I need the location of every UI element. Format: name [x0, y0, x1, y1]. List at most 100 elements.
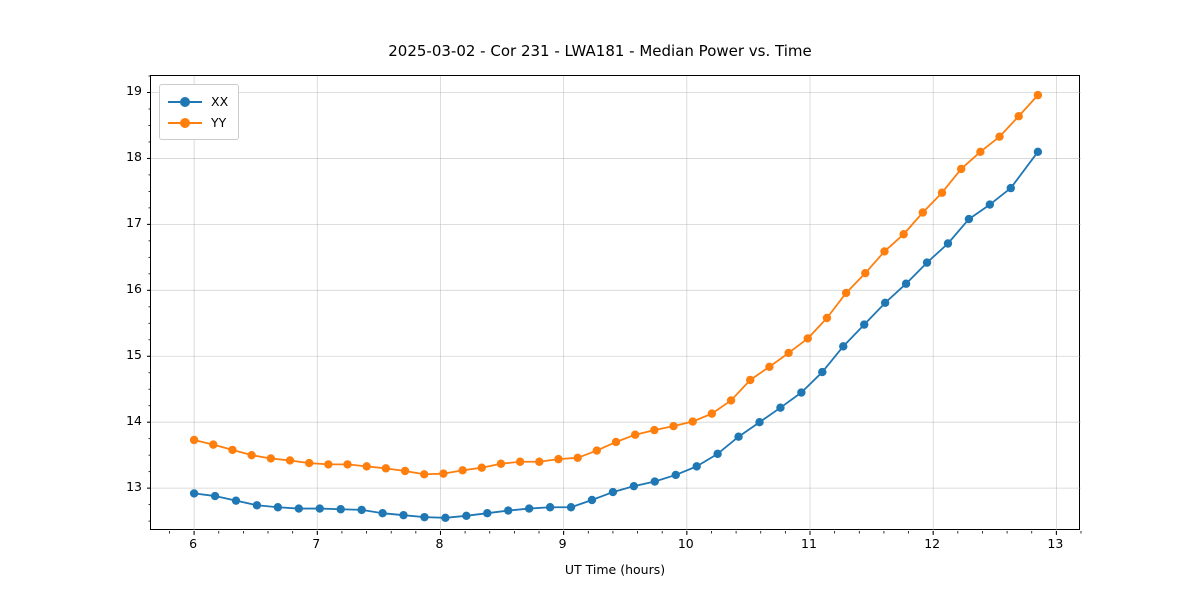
data-point-xx [1033, 147, 1043, 157]
x-tick-label: 6 [189, 536, 198, 551]
legend-entry-xx[interactable]: XX [168, 91, 228, 112]
data-point-xx [504, 506, 513, 515]
data-point-yy [400, 466, 410, 476]
data-point-xx [189, 489, 199, 498]
data-point-yy [650, 425, 659, 435]
x-tick-label: 11 [801, 536, 817, 551]
data-point-yy [304, 458, 314, 468]
data-point-yy [247, 450, 256, 460]
data-point-xx [273, 503, 283, 512]
data-point-yy [477, 463, 486, 472]
data-point-xx [839, 342, 848, 351]
data-point-xx [713, 449, 722, 459]
data-point-yy [880, 247, 889, 256]
data-point-yy [420, 470, 429, 479]
series-line-xx [193, 150, 1039, 519]
data-point-xx [294, 504, 304, 513]
x-tick-label: 9 [558, 536, 567, 551]
data-point-xx [797, 388, 806, 397]
legend-marker-xx [180, 96, 190, 107]
data-point-yy [746, 375, 755, 385]
y-tick-label: 16 [126, 281, 142, 297]
data-point-yy [707, 409, 717, 418]
chart-title: 2025-03-02 - Cor 231 - LWA181 - Median P… [388, 42, 812, 60]
chart-legend[interactable]: XX YY [159, 84, 240, 140]
data-point-yy [1014, 112, 1023, 121]
data-point-xx [378, 509, 387, 518]
data-point-xx [231, 496, 241, 505]
y-tick-label: 14 [126, 413, 142, 429]
data-point-yy [209, 440, 218, 449]
y-tick-label: 18 [126, 149, 142, 165]
legend-swatch-yy [168, 116, 202, 130]
data-point-xx [441, 513, 450, 523]
data-point-xx [1006, 183, 1015, 193]
data-point-xx [566, 503, 576, 512]
data-point-xx [524, 504, 534, 513]
data-point-yy [688, 417, 697, 426]
data-point-yy [189, 435, 199, 445]
plot-area [147, 75, 1082, 535]
data-point-xx [357, 505, 366, 515]
data-point-xx [545, 503, 555, 512]
data-point-yy [439, 469, 448, 478]
data-point-yy [573, 453, 582, 462]
data-point-xx [483, 509, 492, 518]
data-point-xx [462, 511, 471, 521]
legend-entry-yy[interactable]: YY [168, 112, 228, 133]
data-point-xx [860, 320, 869, 329]
data-point-xx [420, 512, 429, 522]
x-axis-label: UT Time (hours) [564, 562, 666, 577]
data-point-yy [899, 230, 908, 239]
data-point-xx [608, 487, 618, 497]
data-point-xx [336, 505, 345, 514]
data-point-xx [943, 239, 953, 248]
data-point-xx [964, 214, 974, 224]
data-point-yy [669, 421, 678, 431]
data-point-xx [734, 432, 743, 441]
data-point-yy [765, 362, 774, 371]
data-point-yy [535, 457, 544, 466]
data-point-xx [901, 279, 911, 288]
y-tick-label: 15 [126, 347, 142, 363]
x-tick-label: 13 [1047, 536, 1064, 551]
data-point-yy [861, 268, 870, 278]
data-point-xx [399, 510, 408, 520]
data-point-yy [362, 462, 371, 471]
legend-swatch-xx [168, 95, 202, 109]
data-point-yy [496, 459, 506, 468]
data-point-xx [755, 418, 764, 427]
data-point-xx [650, 477, 659, 486]
data-point-yy [726, 396, 736, 405]
data-point-yy [918, 208, 928, 217]
data-point-xx [587, 495, 597, 505]
data-point-yy [285, 456, 295, 465]
data-point-xx [985, 200, 995, 209]
data-point-xx [692, 462, 701, 471]
data-point-xx [880, 298, 890, 308]
x-tick-label: 8 [435, 536, 444, 551]
data-point-yy [515, 457, 525, 466]
data-point-yy [611, 437, 621, 447]
legend-label-yy: YY [211, 114, 227, 130]
y-tick-label: 13 [126, 479, 142, 495]
data-point-yy [841, 288, 851, 298]
data-point-xx [252, 501, 262, 510]
series-line-yy [193, 94, 1039, 476]
data-point-yy [228, 445, 237, 455]
data-point-xx [629, 481, 639, 491]
data-point-yy [976, 147, 985, 157]
data-point-yy [630, 430, 640, 439]
legend-label-xx: XX [211, 93, 229, 109]
x-tick-label: 10 [677, 536, 694, 551]
legend-marker-yy [180, 117, 190, 128]
data-point-xx [315, 504, 324, 513]
data-point-yy [995, 132, 1004, 141]
data-point-yy [803, 334, 812, 343]
y-tick-label: 17 [126, 215, 142, 231]
data-point-xx [210, 491, 220, 501]
data-point-yy [381, 464, 391, 473]
data-point-yy [554, 454, 563, 464]
y-tick-label: 19 [126, 83, 142, 99]
